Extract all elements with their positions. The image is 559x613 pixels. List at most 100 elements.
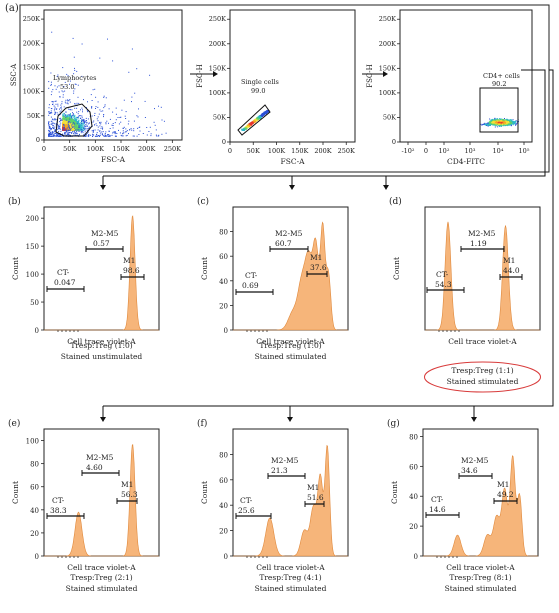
caption-line1: Tresp:Treg (4:1) <box>259 573 321 582</box>
x-axis-label: Cell trace violet-A <box>256 337 325 346</box>
caption-line2: Stained stimulated <box>255 584 327 593</box>
y-tick-label: 0 <box>35 553 39 561</box>
caption-line2: Stained stimulated <box>66 584 138 593</box>
gate-value: 98.6 <box>123 266 140 275</box>
y-axis-label: Count <box>11 481 20 504</box>
caption-line1: Tresp:Treg (2:1) <box>70 573 132 582</box>
plot-frame <box>424 206 541 331</box>
x-tick-label: 150K <box>291 147 308 155</box>
y-tick-label: 60 <box>219 253 228 261</box>
y-tick-label: 60 <box>409 463 418 471</box>
histogram-area <box>423 455 538 557</box>
gate-value: 49.2 <box>497 490 514 499</box>
y-tick-label: 0 <box>222 138 226 146</box>
arrow-d-head <box>383 185 389 190</box>
arrow-b-head <box>100 185 106 190</box>
x-tick-label: 50K <box>63 145 76 153</box>
x-tick-label: 10⁵ <box>519 147 530 155</box>
y-axis-label: Count <box>390 481 399 504</box>
caption-line1: Tresp:Treg (8:1) <box>449 573 511 582</box>
y-tick-label: 80 <box>219 451 228 459</box>
gate-label: M2-M5 <box>271 456 299 465</box>
x-tick-label: 10² <box>439 147 450 155</box>
gate-value: 21.3 <box>271 466 288 475</box>
gate-label: M2-M5 <box>461 456 489 465</box>
y-tick-label: 80 <box>409 433 418 441</box>
panel-a-frame <box>19 4 550 173</box>
gate-label: M1 <box>497 480 509 489</box>
x-axis-label: Cell trace violet-A <box>67 563 136 572</box>
caption-line2: Stained unstimulated <box>61 352 143 361</box>
y-tick-label: 100K <box>379 89 396 97</box>
x-tick-label: 0 <box>228 147 232 155</box>
gate-name: Lymphocytes <box>53 74 96 82</box>
gate-value: 99.0 <box>251 87 265 95</box>
y-axis-label: FSC-H <box>196 64 204 87</box>
gate-label: CT- <box>431 495 444 504</box>
gate-label: CT- <box>52 496 65 505</box>
x-tick-label: 10³ <box>465 147 476 155</box>
y-tick-label: 50K <box>27 112 40 120</box>
y-tick-label: 20 <box>409 523 418 531</box>
caption-line2: Stained stimulated <box>445 584 517 593</box>
histogram-area <box>233 444 348 557</box>
plot-frame <box>43 428 160 557</box>
y-tick-label: 40 <box>219 278 228 286</box>
gate-value: 60.7 <box>275 239 292 248</box>
histogram-area <box>233 221 348 331</box>
x-tick-label: 250K <box>338 147 355 155</box>
y-tick-label: 250K <box>23 15 40 23</box>
connector-bottom <box>103 69 554 407</box>
x-tick-label: 10⁴ <box>493 147 504 155</box>
gate-label: M1 <box>121 480 133 489</box>
y-tick-label: 20 <box>30 530 39 538</box>
y-tick-label: 200K <box>23 39 40 47</box>
y-tick-label: 0 <box>35 327 39 335</box>
x-tick-label: 100K <box>268 147 285 155</box>
gate-value: 53.0 <box>60 83 74 91</box>
figure-label: (a) <box>5 3 19 14</box>
gate-value: 38.3 <box>50 506 67 515</box>
y-tick-label: 80 <box>30 461 39 469</box>
y-tick-label: 20 <box>219 302 228 310</box>
gate-value: 25.6 <box>238 506 255 515</box>
y-tick-label: 0 <box>224 327 228 335</box>
y-tick-label: 0 <box>224 553 228 561</box>
y-tick-label: 200K <box>379 40 396 48</box>
y-tick-label: 150K <box>23 63 40 71</box>
y-tick-label: 200 <box>26 215 39 223</box>
plot-frame <box>43 9 183 141</box>
gate-label: CT- <box>240 496 253 505</box>
y-axis-label: Count <box>200 481 209 504</box>
connector-top <box>386 69 546 177</box>
scatter-a1: 0 50K 100K 150K 200K 250K 0 50K 100K 150K 200K 250K… <box>10 9 183 164</box>
cd4-gate <box>479 87 519 133</box>
histogram-area <box>44 443 159 557</box>
y-tick-label: 0 <box>414 553 418 561</box>
x-tick-label: 0 <box>424 147 428 155</box>
x-tick-label: 200K <box>314 147 331 155</box>
panel-label: (c) <box>197 196 209 207</box>
y-tick-label: 0 <box>36 136 40 144</box>
arrow-c-head <box>289 185 295 190</box>
gate-value: 37.6 <box>310 263 327 272</box>
panel-label: (d) <box>389 196 402 207</box>
gate-label: CT- <box>436 270 449 279</box>
caption-line2: Stained stimulated <box>447 377 519 386</box>
y-tick-label: 200K <box>209 40 226 48</box>
y-tick-label: 50 <box>30 299 39 307</box>
y-tick-label: 50K <box>213 113 226 121</box>
gate-value: 34.6 <box>461 466 478 475</box>
arrow-a1-a2-head <box>213 71 218 77</box>
gate-value: 44.0 <box>503 266 520 275</box>
panel-label: (f) <box>197 418 207 429</box>
y-tick-label: 50K <box>383 113 396 121</box>
gate-name: CD4+ cells <box>483 72 520 80</box>
y-tick-label: 100 <box>26 271 39 279</box>
